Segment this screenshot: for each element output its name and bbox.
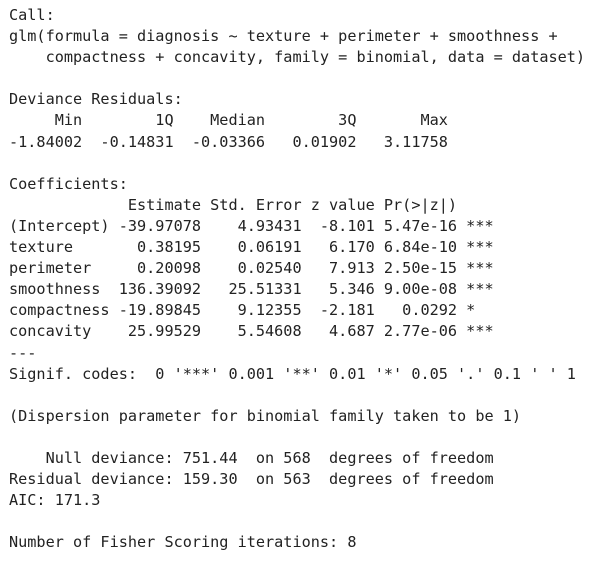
output-line: Deviance Residuals: (9, 90, 192, 109)
output-line: Signif. codes: 0 '***' 0.001 '**' 0.01 '… (9, 364, 576, 383)
output-line: Null deviance: 751.44 on 568 degrees of … (9, 448, 494, 467)
output-line: compactness -19.89845 9.12355 -2.181 0.0… (9, 301, 494, 320)
output-line (9, 68, 602, 89)
output-line: (Dispersion parameter for binomial famil… (9, 406, 522, 425)
output-line: AIC: 171.3 (9, 491, 101, 510)
output-line: Residual deviance: 159.30 on 563 degrees… (9, 470, 494, 489)
output-line (9, 153, 602, 174)
output-line (9, 427, 602, 448)
output-line: Min 1Q Median 3Q Max (9, 111, 467, 130)
output-line: smoothness 136.39092 25.51331 5.346 9.00… (9, 280, 494, 299)
output-line: Number of Fisher Scoring iterations: 8 (9, 533, 357, 552)
output-line (9, 511, 602, 532)
r-console-output: Call: glm(formula = diagnosis ~ texture +… (9, 6, 602, 552)
output-line: concavity 25.99529 5.54608 4.687 2.77e-0… (9, 322, 494, 341)
output-line (9, 385, 602, 406)
output-line: --- (9, 343, 37, 362)
output-line: Coefficients: (9, 174, 128, 193)
output-line: Call: (9, 6, 55, 24)
output-line: glm(formula = diagnosis ~ texture + peri… (9, 27, 567, 46)
output-line: perimeter 0.20098 0.02540 7.913 2.50e-15… (9, 259, 494, 278)
output-line: Estimate Std. Error z value Pr(>|z|) (9, 195, 494, 214)
output-line: -1.84002 -0.14831 -0.03366 0.01902 3.117… (9, 132, 467, 151)
output-line: compactness + concavity, family = binomi… (9, 48, 586, 67)
output-line: (Intercept) -39.97078 4.93431 -8.101 5.4… (9, 216, 494, 235)
output-line: texture 0.38195 0.06191 6.170 6.84e-10 *… (9, 238, 494, 257)
